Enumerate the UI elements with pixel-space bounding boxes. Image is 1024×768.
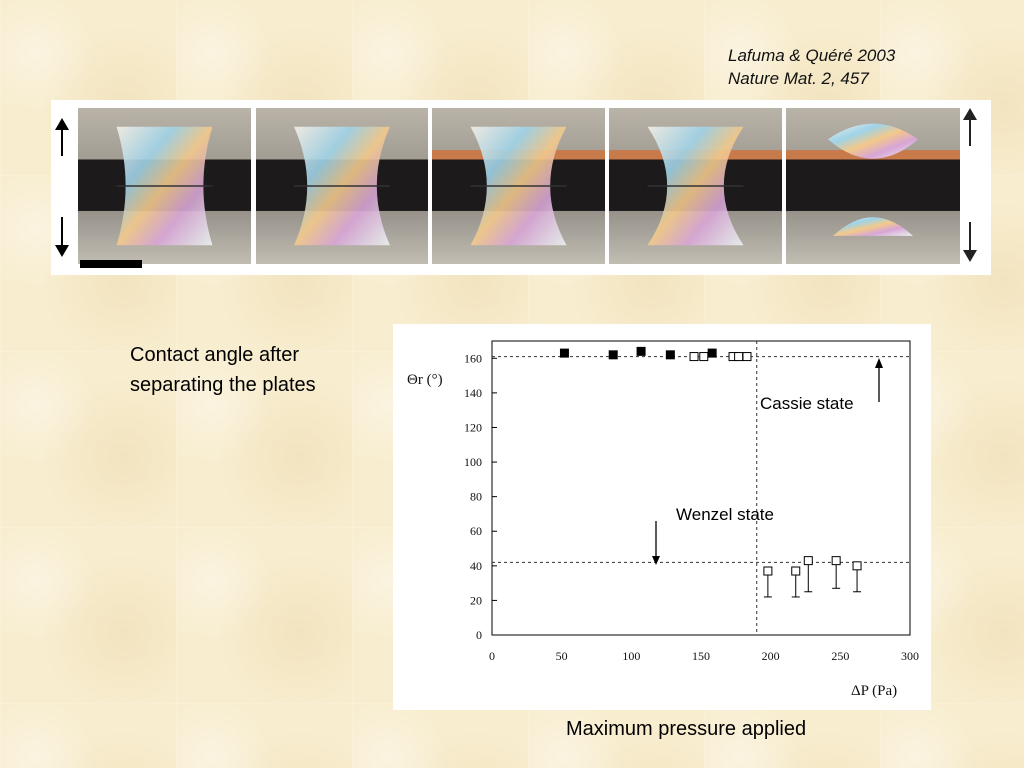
cassie-state-label: Cassie state: [760, 394, 854, 413]
droplet-frame-3: [432, 108, 605, 264]
droplet-frame-2: [256, 108, 428, 264]
x-tick-label: 150: [692, 649, 710, 663]
scale-bar: [80, 260, 142, 268]
citation-journal: Nature Mat. 2, 457: [728, 69, 869, 88]
data-point-filled: [707, 348, 717, 358]
data-point-filled: [608, 350, 618, 360]
data-point-open: [791, 566, 801, 576]
data-point-open: [734, 352, 744, 362]
max-pressure-caption: Maximum pressure applied: [566, 718, 807, 740]
x-tick-label: 200: [762, 649, 780, 663]
y-axis-label: Θr (°): [407, 372, 443, 388]
lower-droplet: [833, 217, 913, 236]
upper-droplet: [828, 123, 918, 159]
arrow-down-icon: [963, 222, 977, 262]
background-band: [786, 159, 960, 211]
y-tick-label: 80: [470, 490, 482, 504]
x-axis-label: ΔP (Pa): [851, 683, 897, 699]
droplet-frame-5: [786, 108, 960, 264]
plot-frame: [491, 340, 911, 636]
data-point-open: [689, 352, 699, 362]
wenzel-arrowhead-icon: [652, 556, 660, 565]
data-point-open: [742, 352, 752, 362]
y-tick-label: 0: [476, 628, 482, 642]
contact-angle-chart: 0 20 40 60 80 100 120 140 160 0 50 100 150 200 250 300 Θ…: [393, 324, 931, 710]
data-point-open: [831, 556, 841, 566]
citation-authors: Lafuma & Quéré 2003: [728, 46, 896, 65]
x-tick-label: 50: [556, 649, 568, 663]
droplet-image: [256, 126, 428, 246]
wenzel-state-label: Wenzel state: [676, 505, 774, 524]
x-tick-label: 0: [489, 649, 495, 663]
data-point-open: [763, 566, 773, 576]
y-tick-label: 20: [470, 593, 482, 607]
y-tick-label: 120: [464, 420, 482, 434]
data-point-filled: [636, 346, 646, 356]
arrow-up-icon: [55, 118, 69, 156]
droplet-image: [78, 126, 251, 246]
x-tick-label: 300: [901, 649, 919, 663]
photo-strip: [51, 100, 991, 275]
contact-angle-caption-line1: Contact angle after: [130, 344, 299, 366]
cassie-arrowhead-icon: [875, 358, 883, 368]
data-point-open: [699, 352, 709, 362]
droplet-image: [432, 126, 605, 246]
droplet-frame-1: [78, 108, 251, 264]
droplet-image: [609, 126, 782, 246]
data-point-open: [852, 561, 862, 571]
arrow-up-icon: [963, 108, 977, 146]
data-point-filled: [559, 348, 569, 358]
y-tick-label: 60: [470, 524, 482, 538]
x-tick-label: 100: [622, 649, 640, 663]
droplet-frame-4: [609, 108, 782, 264]
y-tick-label: 160: [464, 351, 482, 365]
arrow-down-icon: [55, 217, 69, 257]
droplet-image: [786, 123, 960, 236]
data-point-filled: [665, 350, 675, 360]
y-tick-label: 100: [464, 455, 482, 469]
chart-svg: 0 20 40 60 80 100 120 140 160 0 50 100 150 200 250 300 Θ…: [407, 340, 919, 699]
x-tick-label: 250: [831, 649, 849, 663]
data-point-open: [803, 556, 813, 566]
contact-angle-caption: Contact angle after separating the plate…: [130, 340, 316, 400]
y-tick-label: 140: [464, 386, 482, 400]
contact-angle-caption-line2: separating the plates: [130, 374, 316, 396]
citation: Lafuma & Quéré 2003 Nature Mat. 2, 457: [728, 44, 895, 90]
y-tick-label: 40: [470, 559, 482, 573]
